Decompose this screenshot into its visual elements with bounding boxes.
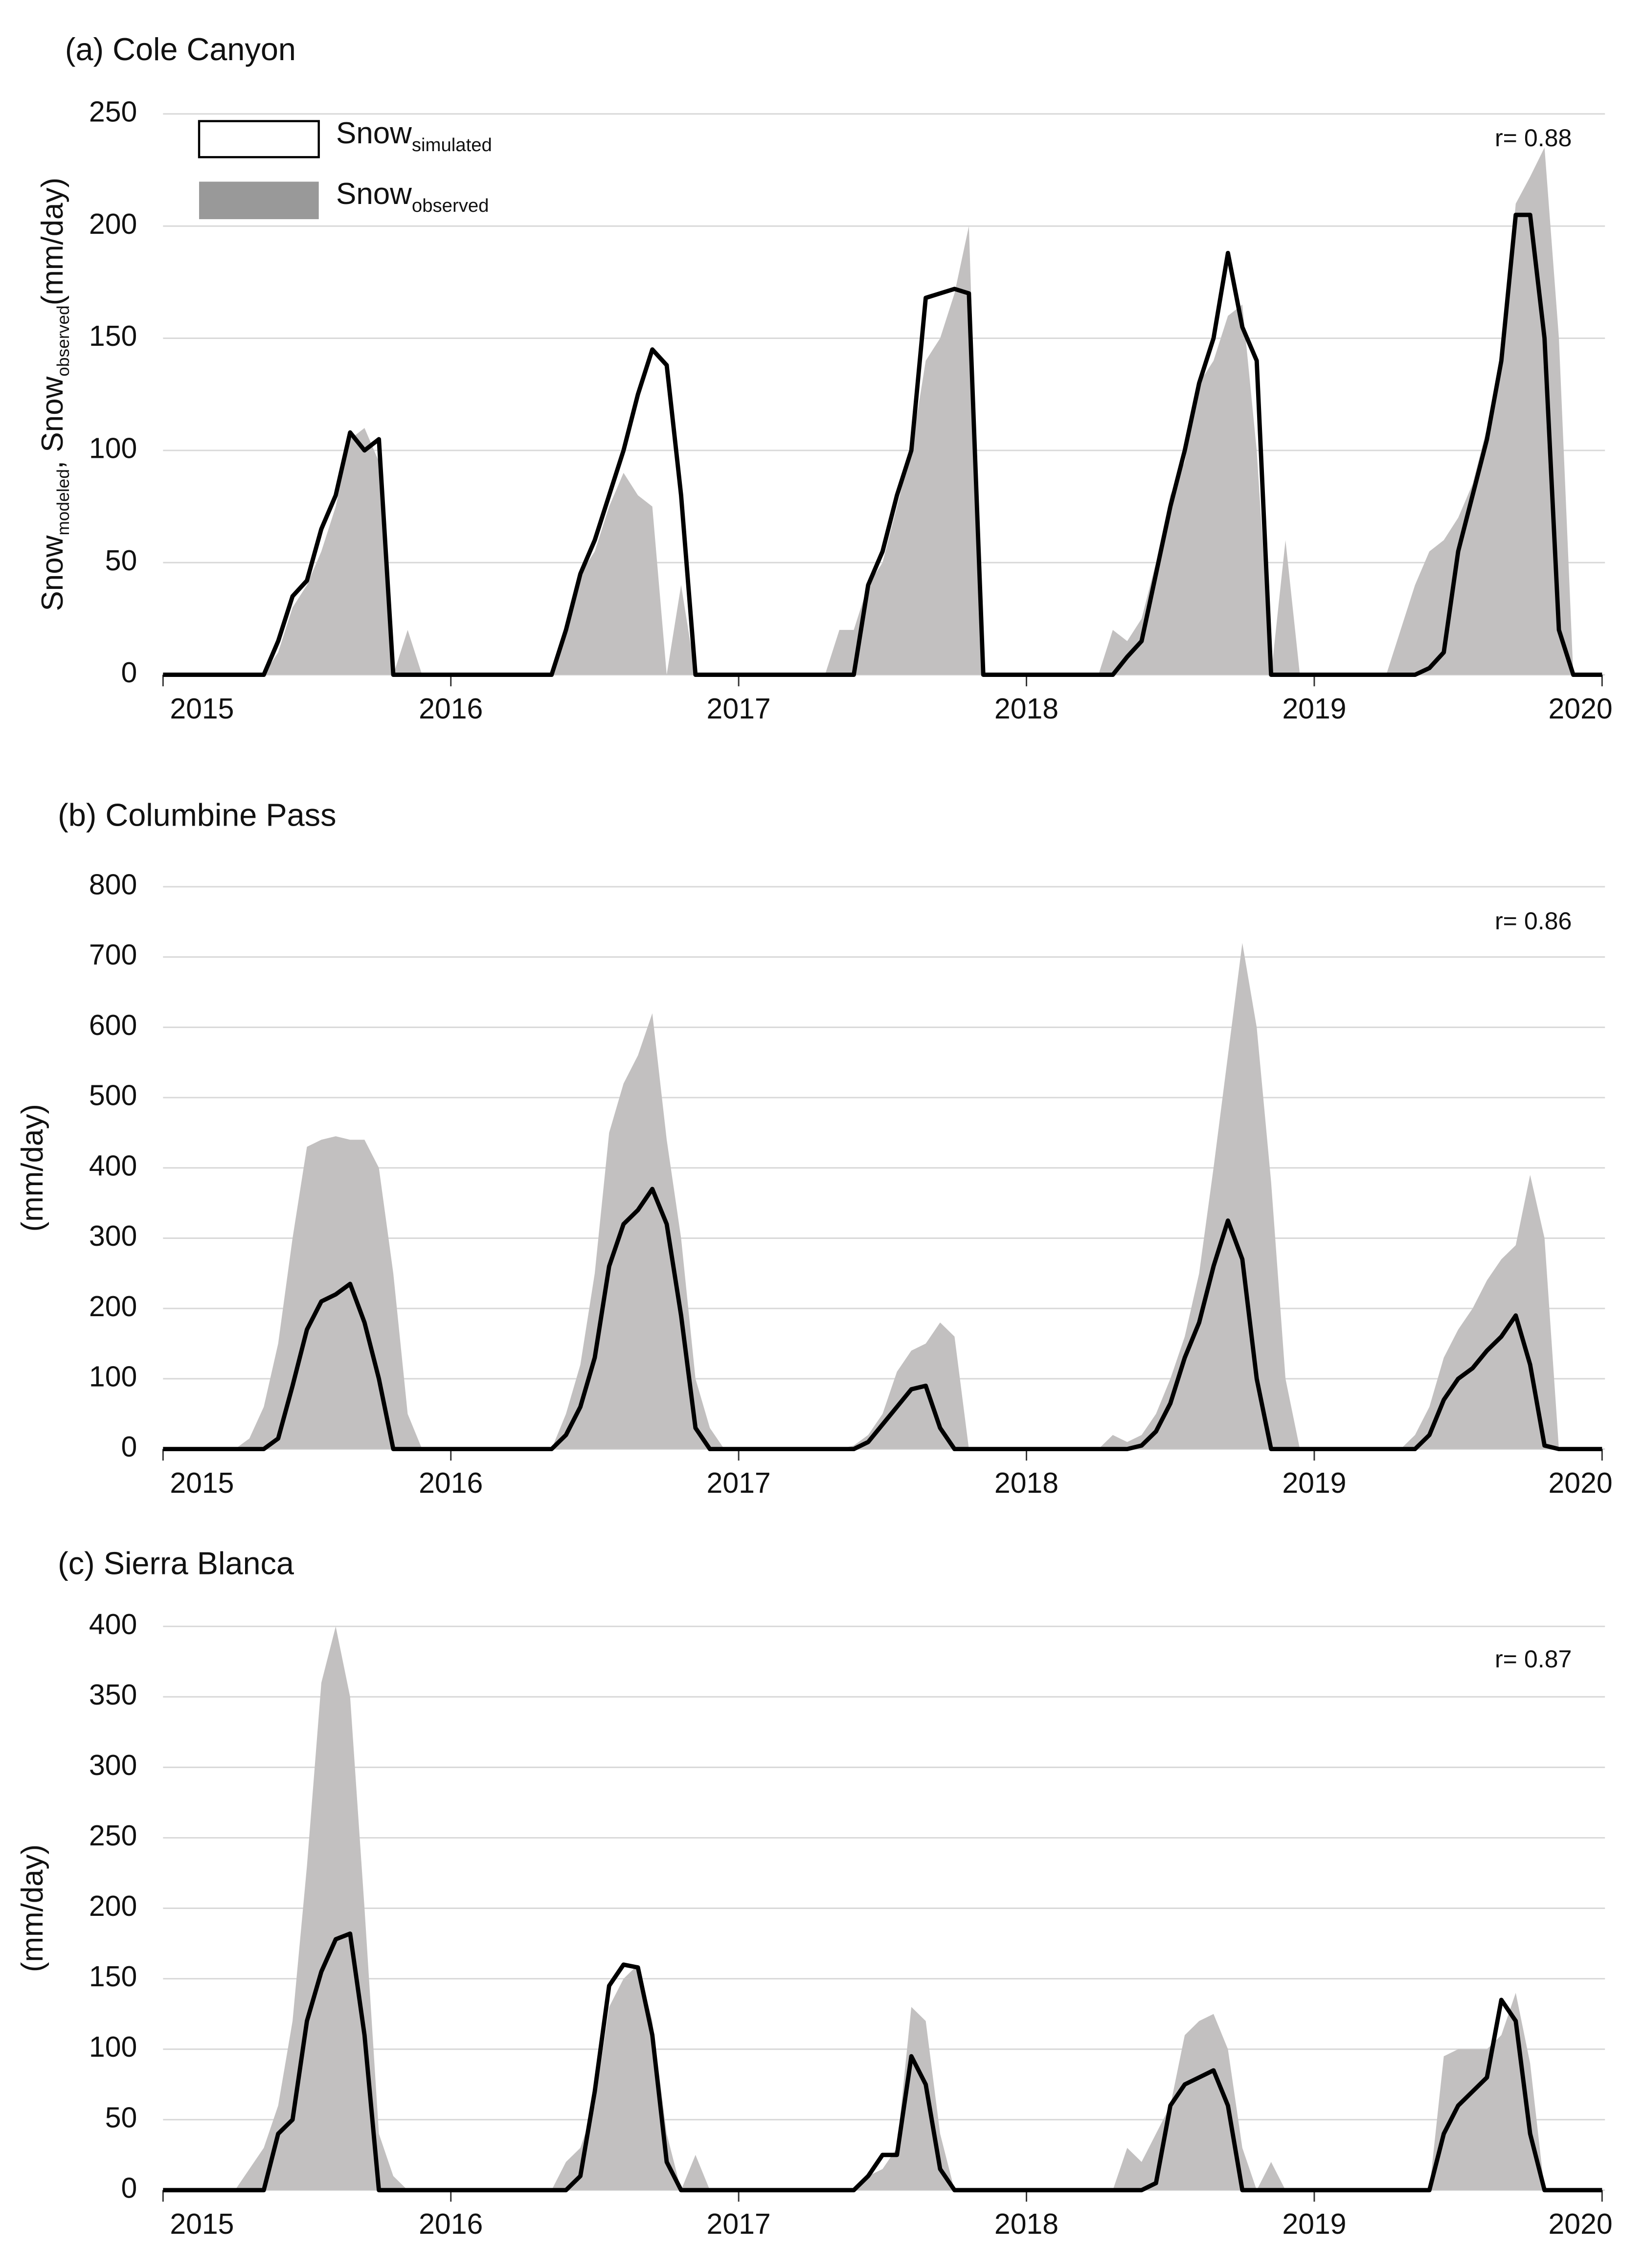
y-tick-label: 250 xyxy=(89,1820,137,1852)
x-tick-label: 2017 xyxy=(707,2208,771,2240)
simulated-line xyxy=(163,1931,1602,2193)
y-tick-label: 150 xyxy=(89,320,137,352)
y-tick-label: 150 xyxy=(89,1961,137,1993)
y-tick-label: 100 xyxy=(89,2031,137,2063)
observed-area xyxy=(163,943,1602,1449)
correlation-annotation: r= 0.87 xyxy=(1495,1645,1572,1673)
y-tick-label: 700 xyxy=(89,939,137,971)
y-tick-label: 100 xyxy=(89,432,137,464)
y-tick-label: 600 xyxy=(89,1010,137,1041)
x-tick-label: 2020 xyxy=(1549,2208,1613,2240)
y-tick-label: 50 xyxy=(105,545,137,577)
x-tick-label: 2015 xyxy=(170,1467,234,1499)
x-tick-label: 2020 xyxy=(1549,1467,1613,1499)
x-tick-label: 2020 xyxy=(1549,693,1613,725)
y-tick-label: 300 xyxy=(89,1750,137,1781)
x-tick-label: 2018 xyxy=(994,2208,1058,2240)
y-axis-label: (mm/day) xyxy=(16,1104,49,1232)
y-tick-label: 200 xyxy=(89,1890,137,1922)
y-axis-label: Snowmodeled, Snowobserved(mm/day) xyxy=(36,178,73,611)
correlation-annotation: r= 0.88 xyxy=(1495,124,1572,152)
x-tick-label: 2018 xyxy=(994,693,1058,725)
x-tick-label: 2019 xyxy=(1282,1467,1346,1499)
y-tick-label: 350 xyxy=(89,1679,137,1711)
legend-label: Snowobserved xyxy=(336,177,489,216)
x-tick-label: 2017 xyxy=(707,693,771,725)
y-axis-label-part: modeled xyxy=(54,469,73,536)
legend-swatch xyxy=(199,181,319,220)
correlation-annotation: r= 0.86 xyxy=(1495,907,1572,935)
y-tick-label: 400 xyxy=(89,1609,137,1640)
legend-label-subscript: observed xyxy=(412,195,489,216)
y-tick-label: 100 xyxy=(89,1361,137,1392)
y-axis-label-part: (mm/day) xyxy=(36,178,70,305)
x-tick-label: 2017 xyxy=(707,1467,771,1499)
y-tick-label: 800 xyxy=(89,869,137,901)
y-axis-label-part: (mm/day) xyxy=(16,1844,49,1972)
y-axis-label-part: (mm/day) xyxy=(16,1104,49,1232)
y-tick-label: 0 xyxy=(121,657,137,689)
x-tick-label: 2019 xyxy=(1282,693,1346,725)
x-tick-label: 2016 xyxy=(419,2208,483,2240)
y-tick-label: 300 xyxy=(89,1220,137,1252)
y-axis-label-part: , Snow xyxy=(36,377,70,470)
y-tick-label: 200 xyxy=(89,1291,137,1323)
observed-area xyxy=(163,147,1602,675)
x-tick-label: 2016 xyxy=(419,693,483,725)
legend-label-name: Snow xyxy=(336,177,412,211)
panel-title: (c) Sierra Blanca xyxy=(58,1546,294,1581)
y-tick-label: 500 xyxy=(89,1080,137,1112)
y-axis-label-part: observed xyxy=(54,305,73,376)
legend-label-subscript: simulated xyxy=(412,135,492,156)
y-tick-label: 0 xyxy=(121,1431,137,1463)
y-tick-label: 200 xyxy=(89,208,137,240)
y-tick-label: 0 xyxy=(121,2172,137,2204)
simulated-line xyxy=(163,212,1602,677)
legend-label-name: Snow xyxy=(336,116,412,150)
y-tick-label: 50 xyxy=(105,2102,137,2133)
y-axis-label: (mm/day) xyxy=(16,1844,49,1972)
x-tick-label: 2015 xyxy=(170,693,234,725)
x-tick-label: 2015 xyxy=(170,2208,234,2240)
x-tick-label: 2019 xyxy=(1282,2208,1346,2240)
y-tick-label: 400 xyxy=(89,1150,137,1182)
y-axis-label-part: Snow xyxy=(36,535,70,611)
panel-title: (b) Columbine Pass xyxy=(58,797,336,833)
x-tick-label: 2016 xyxy=(419,1467,483,1499)
legend-swatch xyxy=(198,120,320,158)
panel-title: (a) Cole Canyon xyxy=(65,31,296,67)
observed-area xyxy=(163,1626,1602,2190)
x-tick-label: 2018 xyxy=(994,1467,1058,1499)
y-tick-label: 250 xyxy=(89,96,137,128)
legend-label: Snowsimulated xyxy=(336,116,492,155)
simulated-line xyxy=(163,1187,1602,1452)
